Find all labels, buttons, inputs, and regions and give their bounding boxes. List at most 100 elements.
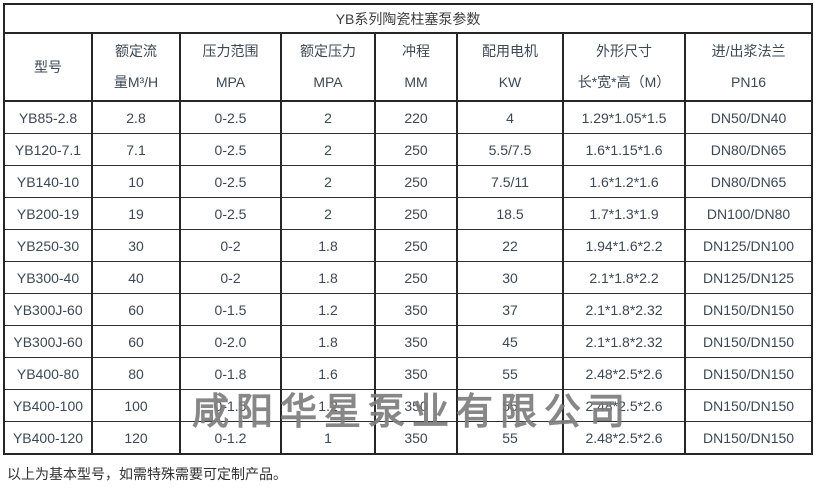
table-cell: 18.5 <box>456 197 564 230</box>
table-cell: 7.1 <box>91 133 181 166</box>
table-cell: 250 <box>374 261 458 294</box>
table-row: YB250-30 30 0-2 1.8 250 22 1.94*1.6*2.2 DN125/D… <box>3 229 814 262</box>
table-cell: YB300J-60 <box>3 293 93 326</box>
table-cell: 350 <box>374 389 458 422</box>
table-cell: 100 <box>91 389 181 422</box>
table-title: YB系列陶瓷柱塞泵参数 <box>2 3 814 34</box>
table-cell: 1.8 <box>280 261 376 294</box>
table-cell: DN150/DN150 <box>683 389 814 422</box>
table-cell: 60 <box>91 325 181 358</box>
table-cell: 1.8 <box>280 229 376 262</box>
table-cell: 1.7*1.3*1.9 <box>562 197 686 230</box>
table-cell: 2.48*2.5*2.6 <box>562 389 686 422</box>
table-cell: 1.8 <box>280 325 376 358</box>
table-cell: 37 <box>456 293 564 326</box>
table-row: YB400-100 100 0-1.5 1.2 350 55 2.48*2.5*2.6 DN1… <box>3 389 814 422</box>
table-cell: DN150/DN150 <box>683 325 814 358</box>
table-cell: 0-2.5 <box>179 100 282 134</box>
table-cell: 0-1.8 <box>179 357 282 390</box>
table-cell: 1.2 <box>280 293 376 326</box>
table-row: YB300J-60 60 0-1.5 1.2 350 37 2.1*1.8*2.32 DN15… <box>3 293 814 326</box>
table-cell: YB400-100 <box>3 389 93 422</box>
table-cell: DN150/DN150 <box>683 357 814 390</box>
table-cell: DN125/DN125 <box>683 261 814 294</box>
table-cell: 350 <box>374 293 458 326</box>
table-cell: 7.5/11 <box>456 165 564 198</box>
table-cell: 220 <box>374 100 458 134</box>
table-cell: YB140-10 <box>3 165 93 198</box>
table-cell: 1.2 <box>280 389 376 422</box>
column-header: 压力范围 MPA <box>179 32 282 102</box>
table-cell: 2.1*1.8*2.32 <box>562 325 686 358</box>
table-cell: YB400-80 <box>3 357 93 390</box>
table-cell: 55 <box>456 357 564 390</box>
table-cell: 2.48*2.5*2.6 <box>562 357 686 390</box>
table-cell: 0-2.0 <box>179 325 282 358</box>
table-row: YB300-40 40 0-2 1.8 250 30 2.1*1.8*2.2 DN125/DN… <box>3 261 814 294</box>
table-cell: YB85-2.8 <box>3 100 93 134</box>
table-cell: 1 <box>280 421 376 455</box>
table-cell: 350 <box>374 421 458 455</box>
table-cell: 350 <box>374 357 458 390</box>
table-cell: 5.5/7.5 <box>456 133 564 166</box>
table-cell: 250 <box>374 229 458 262</box>
table-cell: 350 <box>374 325 458 358</box>
table-row: YB200-19 19 0-2.5 2 250 18.5 1.7*1.3*1.9 DN100/… <box>3 197 814 230</box>
table-cell: 2 <box>280 100 376 134</box>
table-cell: DN125/DN100 <box>683 229 814 262</box>
column-header: 外形尺寸 长*宽*高（M） <box>562 32 686 102</box>
table-cell: 250 <box>374 165 458 198</box>
column-header: 进/出浆法兰 PN16 <box>683 32 814 102</box>
column-header: 型号 <box>3 32 93 102</box>
table-cell: 19 <box>91 197 181 230</box>
table-cell: 2.1*1.8*2.32 <box>562 293 686 326</box>
table-cell: 0-1.2 <box>179 421 282 455</box>
table-header-row: 型号 额定流 量M³/H 压力范围 MPA 额定压力 MPA 冲程 MM 配用电机 KW 外形尺寸 长*… <box>3 32 814 102</box>
table-cell: 1.94*1.6*2.2 <box>562 229 686 262</box>
table-row: YB400-120 120 0-1.2 1 350 55 2.48*2.5*2.6 DN150… <box>3 421 814 455</box>
table-cell: 0-2.5 <box>179 133 282 166</box>
table-cell: YB250-30 <box>3 229 93 262</box>
table-cell: DN150/DN150 <box>683 293 814 326</box>
table-cell: 1.6 <box>280 357 376 390</box>
table-cell: 10 <box>91 165 181 198</box>
table-cell: 2 <box>280 133 376 166</box>
column-header: 冲程 MM <box>374 32 458 102</box>
table-row: YB140-10 10 0-2.5 2 250 7.5/11 1.6*1.2*1.6 DN80… <box>3 165 814 198</box>
table-cell: 2.8 <box>91 100 181 134</box>
table-cell: 2.48*2.5*2.6 <box>562 421 686 455</box>
table-cell: 60 <box>91 293 181 326</box>
table-cell: DN80/DN65 <box>683 165 814 198</box>
table-row: YB120-7.1 7.1 0-2.5 2 250 5.5/7.5 1.6*1.15*1.6… <box>3 133 814 166</box>
table-row: YB85-2.8 2.8 0-2.5 2 220 4 1.29*1.05*1.5 DN50/D… <box>3 100 814 134</box>
table-cell: 1.6*1.15*1.6 <box>562 133 686 166</box>
table-cell: 55 <box>456 389 564 422</box>
table-cell: 0-2 <box>179 229 282 262</box>
table-cell: 22 <box>456 229 564 262</box>
table-row: YB400-80 80 0-1.8 1.6 350 55 2.48*2.5*2.6 DN150… <box>3 357 814 390</box>
table-cell: YB120-7.1 <box>3 133 93 166</box>
table-cell: DN100/DN80 <box>683 197 814 230</box>
table-cell: 0-1.5 <box>179 293 282 326</box>
table-cell: 80 <box>91 357 181 390</box>
table-cell: 4 <box>456 100 564 134</box>
column-header: 额定流 量M³/H <box>91 32 181 102</box>
table-cell: DN50/DN40 <box>683 100 814 134</box>
table-cell: 40 <box>91 261 181 294</box>
table-cell: 0-2 <box>179 261 282 294</box>
table-cell: 55 <box>456 421 564 455</box>
table-cell: 0-1.5 <box>179 389 282 422</box>
table-cell: YB400-120 <box>3 421 93 455</box>
table-cell: 120 <box>91 421 181 455</box>
table-title-row: YB系列陶瓷柱塞泵参数 <box>2 3 814 34</box>
table-cell: 250 <box>374 133 458 166</box>
table-cell: 1.6*1.2*1.6 <box>562 165 686 198</box>
table-cell: DN80/DN65 <box>683 133 814 166</box>
table-cell: 250 <box>374 197 458 230</box>
table-cell: 0-2.5 <box>179 165 282 198</box>
table-cell: 2 <box>280 165 376 198</box>
table-cell: 30 <box>456 261 564 294</box>
table-cell: 0-2.5 <box>179 197 282 230</box>
table-row: YB300J-60 60 0-2.0 1.8 350 45 2.1*1.8*2.32 DN15… <box>3 325 814 358</box>
